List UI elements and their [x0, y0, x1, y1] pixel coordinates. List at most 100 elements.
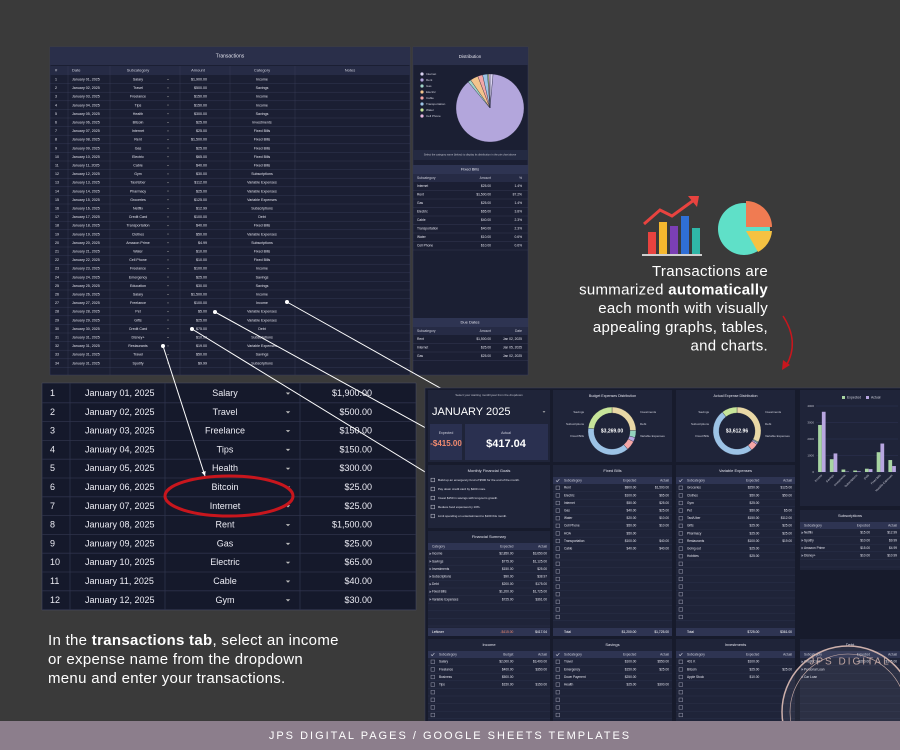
cell: 2.3%	[514, 218, 522, 222]
bar	[876, 452, 881, 472]
bar	[864, 468, 869, 472]
cell: Fixed Bills	[254, 129, 271, 133]
cell: Income	[256, 292, 268, 296]
dropdown-arrow	[285, 467, 291, 470]
zoom-cell: $65.00	[344, 557, 372, 567]
slice	[722, 406, 738, 417]
cell: $30.00	[196, 172, 207, 176]
cell: $150.00	[748, 516, 760, 520]
cell: $1,500.00	[191, 138, 207, 142]
cell: 25	[55, 284, 59, 288]
y-tick-label: 3000	[807, 420, 814, 424]
cell: $50.00	[750, 493, 760, 497]
dropdown-arrow	[167, 147, 169, 149]
zoom-cell: $500.00	[339, 407, 372, 417]
checkbox	[678, 599, 683, 604]
cell: Credit Card	[804, 660, 821, 664]
cell: 17	[55, 215, 59, 219]
cell: Electric	[564, 493, 575, 497]
column-header: Category	[432, 544, 445, 548]
legend-swatch	[420, 102, 424, 106]
zoom-cell: Health	[212, 463, 238, 473]
cell: 7	[55, 129, 57, 133]
cell: Variable Expenses	[432, 597, 459, 601]
checkbox	[678, 523, 683, 528]
cell: Jan 02, 2025	[503, 337, 522, 341]
callout-text: or expense name from the dropdown	[48, 651, 303, 668]
arrowhead	[201, 471, 206, 476]
column-header: Actual	[783, 652, 792, 656]
cell: $550.00	[657, 660, 669, 664]
row-toggle	[429, 582, 432, 586]
dash-panel	[800, 390, 900, 506]
cell: January 10, 2025	[72, 155, 100, 159]
cell: 21	[55, 249, 59, 253]
cell: 4	[55, 103, 57, 107]
x-tick-label: Debt	[863, 473, 870, 480]
cell: 31	[55, 335, 59, 339]
cell: Bitcoin	[133, 120, 144, 124]
total-cell: $1,725.00	[654, 630, 669, 634]
cell: Gas	[135, 146, 142, 150]
cell: Subscriptions	[251, 206, 273, 210]
cell: $800.00	[625, 486, 637, 490]
cell: January 24, 2025	[72, 275, 100, 279]
dropdown-arrow	[167, 337, 169, 338]
cell: Variable Expenses	[247, 310, 277, 314]
zoom-cell: January 06, 2025	[85, 482, 155, 492]
cell: January 01, 2025	[72, 77, 100, 81]
cell: $40.00	[481, 218, 491, 222]
cell: January 15, 2025	[72, 198, 100, 202]
callout-line: In the transactions tab, select an incom…	[48, 632, 339, 649]
panel-title: Investments	[725, 642, 747, 647]
checkbox	[555, 674, 560, 680]
checkbox	[678, 697, 683, 702]
cell: January 25, 2025	[72, 284, 100, 288]
cell: $400.00	[502, 667, 514, 671]
cell: $10.00	[860, 538, 870, 542]
column-header: Subcategory	[804, 523, 822, 527]
cell: $112.00	[781, 516, 793, 520]
cell: 0.6%	[514, 244, 522, 248]
cell: $125.00	[194, 198, 207, 202]
panel-title: Debt	[846, 642, 855, 647]
cell: $1,500.00	[655, 486, 669, 490]
donut-center: $3,612.96	[726, 428, 748, 434]
zoom-cell: 4	[50, 444, 55, 454]
checkbox	[555, 614, 560, 620]
dropdown-arrow	[167, 345, 169, 347]
panel-title: Budget Expenses Distribution	[589, 394, 636, 398]
dropdown-arrow	[167, 302, 169, 304]
callout-line: each month with visually	[598, 300, 768, 317]
cell: $100.00	[748, 660, 760, 664]
cell: 5	[55, 112, 57, 116]
column-header: Subcategory	[687, 652, 705, 656]
cell: $3,400.00	[533, 660, 547, 664]
checkbox	[555, 516, 560, 521]
checkbox	[430, 682, 435, 687]
cell: $9.99	[198, 361, 207, 365]
icon-bar	[648, 232, 656, 254]
callout-text: , select an income	[212, 632, 338, 649]
legend-swatch	[866, 396, 869, 399]
callout-text: and charts.	[690, 337, 768, 354]
cell: $40.00	[481, 227, 491, 231]
column-header: Expected	[746, 652, 760, 656]
panel-title: Income	[482, 642, 496, 647]
table-header	[553, 477, 672, 484]
checkbox	[555, 569, 560, 574]
legend-label: Cable	[426, 96, 434, 100]
cell: Variable Expenses	[247, 198, 277, 202]
callout-text: each month with visually	[598, 300, 768, 317]
zoom-cell: Electric	[210, 557, 240, 567]
cell: $25.00	[481, 201, 491, 205]
cell: $50.00	[627, 501, 637, 505]
checkbox	[430, 667, 435, 672]
bar	[829, 459, 834, 472]
cell: Cell Phone	[564, 524, 580, 528]
sheet-title: Transactions	[216, 53, 245, 59]
checkbox	[555, 538, 560, 544]
cell: Freelance	[130, 301, 146, 305]
dropdown-arrow	[285, 524, 291, 527]
column-header: %	[519, 176, 522, 180]
